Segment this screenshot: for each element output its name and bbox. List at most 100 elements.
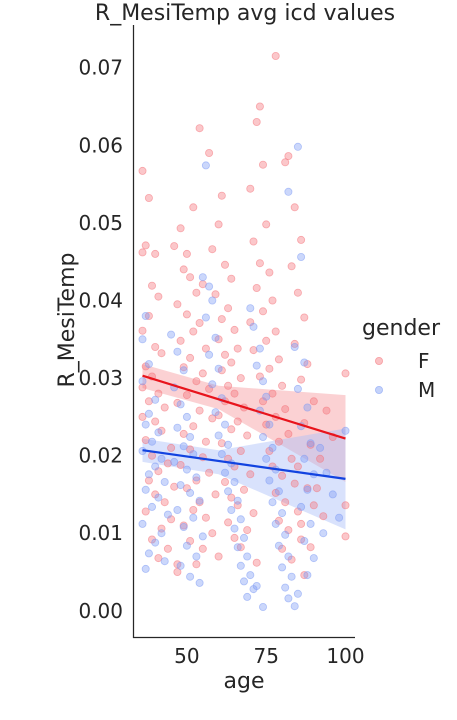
data-point-f [214, 220, 223, 229]
data-point-m [284, 187, 293, 196]
data-point-m [258, 432, 267, 441]
data-point-f [293, 462, 302, 471]
data-point-f [163, 459, 172, 468]
data-point-f [252, 558, 261, 567]
data-point-f [284, 429, 293, 438]
data-point-m [265, 476, 274, 485]
data-point-m [230, 524, 239, 533]
data-point-f [316, 454, 325, 463]
data-point-f [249, 346, 258, 355]
data-point-m [271, 519, 280, 528]
data-point-f [290, 339, 299, 348]
data-point-f [290, 479, 299, 488]
regression-line-m [142, 449, 346, 480]
data-point-f [157, 349, 166, 358]
data-point-f [341, 532, 350, 541]
data-point-m [293, 384, 302, 393]
data-point-m [192, 552, 201, 561]
data-point-f [265, 364, 274, 373]
data-point-f [262, 336, 271, 345]
data-point-m [160, 557, 169, 566]
data-point-f [300, 313, 309, 322]
data-point-m [303, 403, 312, 412]
confidence-bands [142, 364, 346, 530]
data-point-m [157, 454, 166, 463]
data-point-m [198, 273, 207, 282]
data-point-f [176, 224, 185, 233]
data-point-f [138, 166, 147, 175]
legend-title: gender [362, 316, 441, 341]
data-point-m [179, 366, 188, 375]
x-tick-label: 75 [253, 644, 278, 668]
legend-items: FM [374, 349, 435, 402]
data-point-f [258, 307, 267, 316]
data-point-f [306, 543, 315, 552]
data-point-f [141, 507, 150, 516]
data-point-f [173, 568, 182, 577]
data-point-m [252, 582, 261, 591]
data-point-m [297, 502, 306, 511]
data-point-m [147, 437, 156, 446]
data-point-f [154, 389, 163, 398]
data-point-f [141, 241, 150, 250]
data-point-m [303, 571, 312, 580]
data-point-f [192, 476, 201, 485]
data-point-m [147, 502, 156, 511]
data-point-f [151, 249, 160, 258]
legend-marker-f [374, 356, 383, 365]
data-point-m [195, 496, 204, 505]
data-point-m [154, 428, 163, 437]
data-point-f [154, 554, 163, 563]
data-point-f [278, 471, 287, 480]
data-point-m [179, 523, 188, 532]
data-point-f [243, 526, 252, 535]
data-point-f [246, 470, 255, 479]
data-point-f [319, 512, 328, 521]
data-point-f [147, 281, 156, 290]
data-point-m [300, 358, 309, 367]
data-point-f [297, 235, 306, 244]
data-point-m [249, 322, 258, 331]
data-point-f [205, 468, 214, 477]
data-point-f [179, 265, 188, 274]
data-point-m [208, 296, 217, 305]
confidence-band-m [142, 428, 346, 530]
data-point-f [205, 148, 214, 157]
data-point-m [246, 571, 255, 580]
data-point-m [157, 529, 166, 538]
y-tick-label: 0.01 [78, 521, 123, 545]
y-axis-title: R_MesiTemp [55, 252, 80, 387]
data-point-f [220, 477, 229, 486]
data-point-f [227, 358, 236, 367]
data-point-f [179, 429, 188, 438]
data-point-f [217, 315, 226, 324]
data-point-f [144, 193, 153, 202]
data-point-m [141, 311, 150, 320]
data-point-f [195, 124, 204, 133]
y-tick-label: 0.02 [78, 444, 123, 468]
data-point-f [246, 184, 255, 193]
data-point-m [268, 443, 277, 452]
data-point-m [198, 532, 207, 541]
data-point-m [220, 468, 229, 477]
data-point-f [170, 482, 179, 491]
data-point-f [170, 242, 179, 251]
data-point-f [147, 451, 156, 460]
data-point-m [316, 443, 325, 452]
y-tick-label: 0.04 [78, 289, 123, 313]
data-point-m [274, 487, 283, 496]
data-point-f [208, 245, 217, 254]
data-point-f [230, 325, 239, 334]
data-point-m [151, 538, 160, 547]
data-point-f [224, 304, 233, 313]
data-point-m [274, 541, 283, 550]
data-point-f [230, 533, 239, 542]
data-point-f [198, 369, 207, 378]
data-point-m [151, 462, 160, 471]
data-point-m [205, 282, 214, 291]
data-point-f [182, 310, 191, 319]
y-tick-label: 0.06 [78, 133, 123, 157]
data-point-f [176, 336, 185, 345]
data-point-f [192, 560, 201, 569]
